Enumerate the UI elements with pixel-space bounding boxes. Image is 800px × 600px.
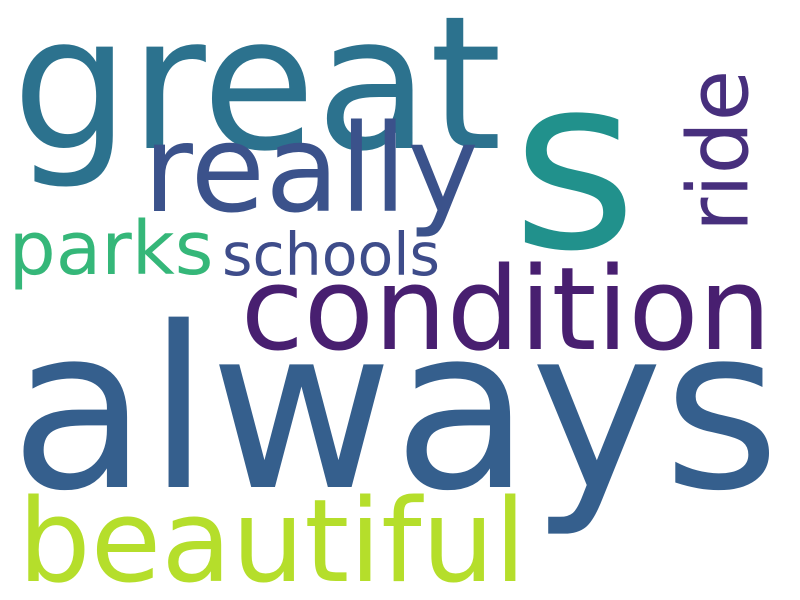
word-really: really <box>143 98 479 241</box>
word-beautiful: beautiful <box>17 475 527 600</box>
word-condition: condition <box>240 243 772 378</box>
word-parks: parks <box>8 205 214 293</box>
word-always: always <box>10 279 780 541</box>
word-ride: ride <box>669 69 768 233</box>
word-s: s <box>511 23 638 304</box>
word-great: great <box>12 0 502 193</box>
word-schools: schools <box>222 221 440 290</box>
